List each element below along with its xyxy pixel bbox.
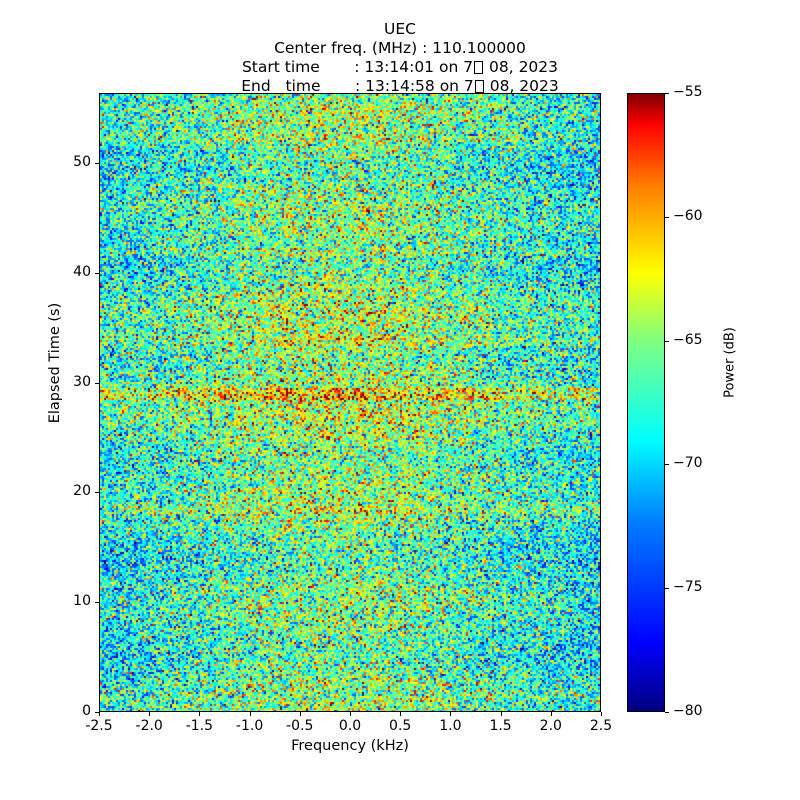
- colorbar-tick-label: −65: [673, 331, 703, 348]
- x-tick-label: -2.0: [135, 718, 163, 734]
- colorbar-tick-label: −60: [673, 207, 703, 224]
- spectrogram-plot-area: [99, 93, 601, 712]
- colorbar-tick: [665, 464, 669, 466]
- y-tick: [95, 492, 99, 494]
- colorbar-tick-label: −70: [673, 455, 703, 472]
- start-time-value: 13:14:01 on 7: [364, 58, 474, 76]
- x-tick-label: 2.5: [589, 718, 613, 734]
- y-tick-label: 50: [73, 154, 91, 171]
- colorbar-tick: [665, 588, 669, 590]
- title-line-station: UEC: [384, 20, 416, 38]
- x-tick: [601, 712, 602, 716]
- x-tick: [149, 712, 151, 716]
- colorbar-container: [627, 93, 665, 712]
- colorbar-tick: [665, 93, 669, 94]
- x-tick-label: 1.5: [489, 718, 512, 734]
- start-time-label: Start time: [241, 58, 320, 76]
- x-tick: [299, 712, 301, 716]
- x-tick: [350, 712, 351, 716]
- x-tick-label: -2.5: [85, 718, 113, 734]
- x-tick-label: 0.0: [338, 718, 362, 734]
- title-line-center-freq: Center freq. (MHz) : 110.100000: [274, 39, 526, 57]
- end-time-value: 13:14:58 on 7: [365, 77, 474, 95]
- colorbar-tick-label: −55: [673, 84, 703, 100]
- title-line-end-time: End time : 13:14:58 on 7 08, 2023: [0, 77, 800, 96]
- start-time-separator: :: [319, 58, 365, 76]
- x-tick-label: -1.0: [235, 718, 264, 734]
- end-time-date-tail: 08, 2023: [484, 77, 559, 95]
- y-tick: [95, 163, 99, 165]
- colorbar-tick: [665, 216, 669, 218]
- missing-glyph-icon: [474, 61, 484, 74]
- x-tick-label: 2.0: [539, 718, 562, 734]
- x-tick: [249, 712, 251, 716]
- y-tick: [95, 272, 99, 274]
- x-tick: [500, 712, 502, 716]
- colorbar-tick: [665, 712, 669, 713]
- x-tick: [400, 712, 402, 716]
- y-tick-label: 30: [73, 373, 91, 390]
- y-tick-label: 20: [73, 483, 91, 500]
- x-axis-label: Frequency (kHz): [291, 738, 409, 754]
- colorbar-tick-label: −75: [673, 579, 703, 596]
- y-tick: [95, 712, 99, 713]
- colorbar-label: Power (dB): [722, 327, 738, 398]
- colorbar-tick-label: −80: [673, 703, 703, 719]
- figure-title: UEC Center freq. (MHz) : 110.100000 Star…: [0, 20, 800, 96]
- end-time-separator: :: [320, 77, 366, 95]
- y-axis-label: Elapsed Time (s): [47, 302, 63, 424]
- start-time-date-tail: 08, 2023: [484, 58, 559, 76]
- missing-glyph-icon: [474, 80, 484, 93]
- x-tick-label: 0.5: [389, 718, 412, 734]
- title-line-start-time: Start time : 13:14:01 on 7 08, 2023: [0, 58, 800, 77]
- y-tick-label: 10: [73, 593, 91, 610]
- y-tick: [95, 602, 99, 604]
- spectrogram-image: [100, 94, 600, 711]
- x-tick-label: -0.5: [286, 718, 314, 734]
- y-tick-label: 0: [82, 703, 91, 719]
- colorbar-gradient: [627, 93, 665, 712]
- x-tick: [199, 712, 201, 716]
- y-tick-label: 40: [73, 263, 91, 280]
- y-tick: [95, 382, 99, 384]
- x-tick-label: -1.5: [185, 718, 214, 734]
- x-tick: [450, 712, 452, 716]
- x-tick: [99, 712, 100, 716]
- end-time-label: End time: [241, 77, 321, 95]
- x-tick-label: 1.0: [439, 718, 462, 734]
- colorbar-tick: [665, 340, 669, 342]
- x-tick: [550, 712, 552, 716]
